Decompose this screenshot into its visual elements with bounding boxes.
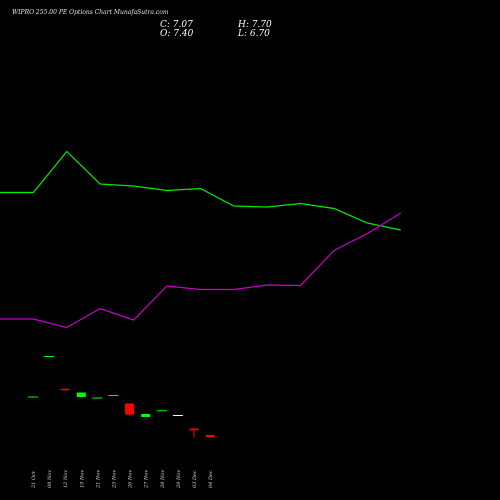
- x-tick-label: 08 Nov: [47, 470, 53, 488]
- candle-7: [125, 403, 135, 416]
- x-axis-labels: 21 Oct 08 Nov 12 Nov 19 Nov 21 Nov 25 Nov 26 N…: [31, 470, 214, 489]
- x-tick-label: 21 Oct: [31, 470, 37, 489]
- low-value: L: 6.70: [238, 29, 270, 39]
- x-tick-label: 12 Nov: [63, 470, 69, 488]
- candle-body: [108, 395, 119, 396]
- line-series-1: [0, 150, 401, 231]
- indicator-lines: [0, 150, 402, 329]
- x-tick-label: 28 Nov: [160, 470, 166, 489]
- x-tick-label: 26 Nov: [128, 470, 134, 489]
- candle-body: [205, 435, 215, 437]
- candle-body: [28, 396, 38, 398]
- x-tick-label: 27 Nov: [144, 470, 150, 489]
- chart-title: WIPRO 255.00 PE Options Chart MunafaSutr…: [12, 9, 169, 16]
- x-tick-label: 21 Nov: [95, 470, 101, 489]
- candle-6: [108, 395, 119, 396]
- candle-2: [44, 356, 55, 357]
- candle-body: [76, 392, 86, 397]
- x-tick-label: 04 Dec: [208, 470, 214, 488]
- candle-12: [205, 435, 215, 438]
- x-tick-label: 29 Nov: [176, 470, 182, 489]
- candles: [28, 356, 215, 438]
- candle-8: [141, 414, 151, 417]
- candle-body: [44, 356, 55, 357]
- high-value: H: 7.70: [238, 20, 272, 30]
- x-tick-label: 25 Nov: [112, 470, 118, 489]
- close-value: C: 7.07: [160, 20, 193, 30]
- candle-4: [76, 392, 86, 397]
- x-tick-label: 19 Nov: [79, 470, 85, 488]
- candle-body: [156, 410, 167, 412]
- candle-body: [189, 428, 199, 431]
- candle-10: [172, 415, 183, 416]
- candle-body: [60, 388, 70, 391]
- candle-body: [172, 415, 183, 416]
- open-value: O: 7.40: [160, 29, 194, 39]
- candle-5: [92, 397, 103, 399]
- candle-body: [125, 403, 135, 415]
- candle-body: [92, 397, 103, 399]
- candle-3: [60, 388, 70, 391]
- x-tick-label: 03 Dec: [192, 470, 198, 488]
- candle-9: [156, 410, 167, 412]
- candle-11: [189, 428, 199, 438]
- line-series-2: [0, 212, 402, 329]
- candle-body: [141, 414, 151, 417]
- candle-1: [28, 396, 38, 398]
